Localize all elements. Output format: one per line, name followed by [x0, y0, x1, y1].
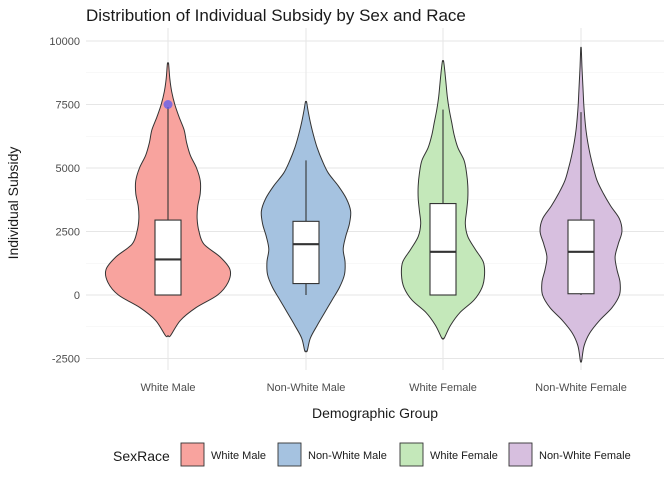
x-axis-ticks: White Male Non-White Male White Female Non-…: [140, 382, 626, 394]
x-tick-label: Non-White Male: [267, 382, 346, 394]
legend-label: Non-White Male: [308, 450, 387, 462]
x-tick-label: White Female: [409, 382, 477, 394]
y-tick-label: 5000: [56, 163, 80, 175]
legend-key-white-male: [180, 442, 205, 467]
legend-label: White Female: [430, 450, 498, 462]
box-iqr: [567, 219, 595, 295]
outlier-point: [163, 100, 173, 109]
y-tick-label: 2500: [56, 227, 80, 239]
y-tick-label: -2500: [52, 354, 80, 366]
legend-label: Non-White Female: [539, 450, 631, 462]
box-iqr: [429, 203, 457, 296]
x-tick-label: White Male: [140, 382, 195, 394]
y-tick-label: 10000: [49, 36, 80, 48]
legend-title: SexRace: [113, 448, 170, 464]
legend-label: White Male: [211, 450, 266, 462]
legend-key-non-white-female: [508, 442, 533, 467]
box-iqr: [292, 220, 320, 285]
legend-key-white-female: [399, 442, 424, 467]
legend: SexRace White Male Non-White Male White Fe…: [113, 442, 631, 467]
y-axis-label: Individual Subsidy: [5, 147, 21, 260]
x-axis-label: Demographic Group: [312, 405, 438, 421]
y-tick-label: 7500: [56, 100, 80, 112]
y-tick-label: 0: [74, 290, 80, 302]
x-tick-label: Non-White Female: [535, 382, 627, 394]
y-axis-ticks: -2500 0 2500 5000 7500 10000: [49, 36, 80, 366]
box-iqr: [154, 219, 182, 296]
chart-title: Distribution of Individual Subsidy by Se…: [86, 6, 466, 25]
violins: [104, 46, 623, 363]
legend-key-non-white-male: [277, 442, 302, 467]
